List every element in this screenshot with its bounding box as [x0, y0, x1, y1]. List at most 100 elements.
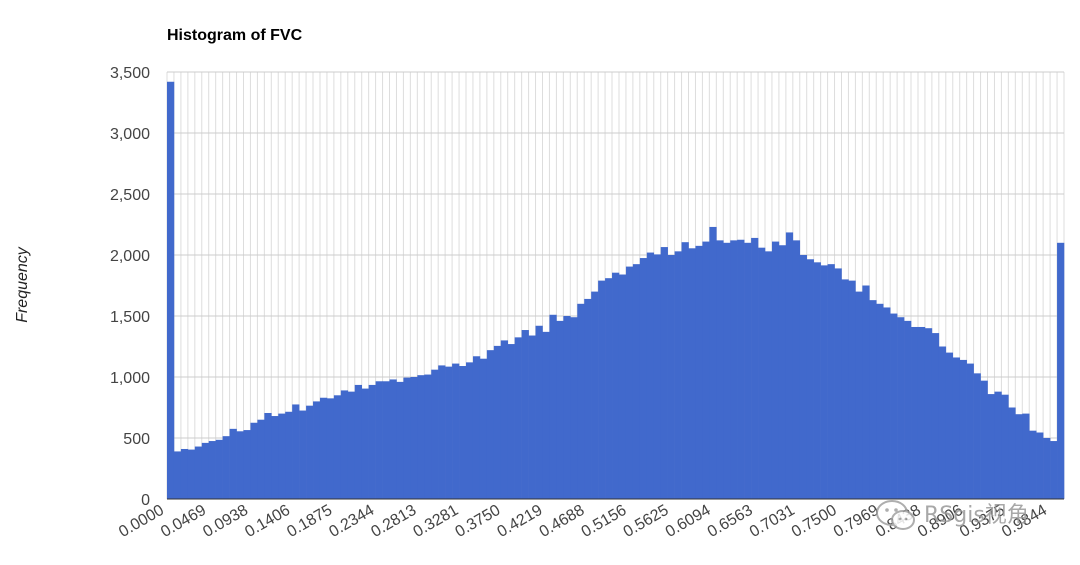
histogram-bars [167, 81, 1065, 500]
histogram-bar [758, 247, 766, 499]
y-tick-label: 1,000 [110, 370, 150, 387]
y-tick-label: 1,500 [110, 309, 150, 326]
histogram-bar [765, 251, 773, 499]
histogram-bar [695, 245, 703, 499]
histogram-bar [911, 326, 919, 499]
histogram-bar [1050, 441, 1058, 499]
histogram-bar [257, 419, 265, 499]
x-tick-label: 0.7500 [789, 502, 840, 541]
histogram-bar [959, 359, 967, 499]
histogram-bar [215, 439, 223, 499]
y-axis-label: Frequency [14, 246, 31, 323]
histogram-bar [709, 226, 717, 499]
histogram-bar [924, 328, 933, 499]
x-tick-label: 0.4219 [495, 502, 546, 541]
histogram-bar [201, 442, 210, 499]
y-tick-label: 2,500 [110, 187, 150, 204]
x-tick-label: 0.0938 [200, 502, 251, 541]
histogram-bar [890, 313, 898, 499]
histogram-bar [1001, 394, 1009, 499]
histogram-bar [987, 394, 995, 499]
histogram-bar [326, 398, 335, 499]
y-tick-label: 500 [123, 431, 150, 448]
histogram-bar [598, 280, 606, 499]
histogram-bar [570, 317, 578, 499]
histogram-bar [521, 330, 529, 499]
histogram-bar [417, 375, 425, 499]
x-tick-label: 0.0469 [158, 502, 209, 541]
histogram-bar [535, 325, 543, 499]
histogram-bar [278, 413, 286, 499]
histogram-bar [820, 265, 828, 499]
histogram-bar [271, 416, 279, 499]
x-tick-label: 0.3750 [452, 502, 503, 541]
histogram-bar [841, 279, 849, 499]
histogram-bar [938, 346, 947, 499]
y-tick-label: 0 [141, 492, 150, 509]
histogram-bar [361, 388, 369, 499]
histogram-bar [591, 291, 599, 499]
histogram-bar [368, 384, 376, 499]
histogram-bar [667, 255, 675, 499]
histogram-bar [751, 237, 759, 500]
x-tick-label: 0.2813 [368, 502, 419, 541]
histogram-bar [639, 258, 648, 499]
x-tick-label: 0.4688 [537, 502, 588, 541]
histogram-bar [410, 377, 418, 499]
histogram-bar [716, 240, 724, 500]
histogram-bar [403, 377, 411, 499]
x-tick-label: 0.1875 [284, 502, 335, 541]
histogram-bar [862, 285, 870, 499]
histogram-bar [653, 254, 661, 499]
histogram-bar [313, 401, 321, 499]
histogram-bar [1015, 414, 1023, 499]
histogram-bar [681, 242, 689, 499]
histogram-bar [299, 410, 307, 499]
histogram-bar [660, 247, 668, 499]
histogram-bar [194, 446, 203, 499]
histogram-bar [876, 303, 884, 499]
histogram-bar [500, 340, 509, 499]
histogram-bar [799, 255, 808, 499]
x-tick-label: 0.1406 [242, 502, 293, 541]
y-tick-label: 2,000 [110, 248, 150, 265]
histogram-bar [1036, 432, 1044, 499]
histogram-bar [855, 291, 863, 499]
histogram-bar [167, 81, 175, 499]
histogram-bar [723, 242, 731, 500]
histogram-bar [375, 381, 383, 499]
histogram-bar [292, 404, 300, 499]
histogram-bar [347, 391, 356, 499]
x-tick-label: 0.3281 [410, 502, 461, 541]
histogram-bar [632, 264, 641, 499]
histogram-bar [1043, 438, 1051, 499]
histogram-bar [250, 422, 258, 499]
histogram-bar [333, 395, 342, 499]
histogram-bar [931, 333, 940, 499]
histogram-bar [1008, 407, 1016, 499]
histogram-bar [549, 314, 557, 499]
histogram-bar [180, 448, 189, 499]
histogram-bar [1029, 430, 1037, 499]
histogram-bar [264, 412, 272, 499]
histogram-bar [945, 352, 954, 499]
histogram-bar [424, 374, 432, 499]
histogram-bar [187, 449, 196, 499]
histogram-bar [438, 365, 446, 499]
histogram-bar [702, 241, 710, 499]
x-tick-label: 0.5156 [579, 502, 630, 541]
histogram-bar [737, 239, 745, 499]
histogram-bar [222, 436, 230, 499]
y-axis-ticks: 0 500 1,000 1,500 2,000 2,500 3,000 3,500 [110, 65, 150, 509]
watermark-text: RSgis视角 [924, 503, 1029, 528]
histogram-bar [834, 268, 842, 499]
histogram-bar [973, 373, 981, 499]
histogram-bar [612, 272, 620, 499]
histogram-bar [848, 280, 856, 499]
histogram-bar [952, 357, 960, 499]
histogram-bar [306, 405, 314, 499]
histogram-bar [792, 240, 801, 500]
x-tick-label: 0.6563 [705, 502, 756, 541]
y-tick-label: 3,000 [110, 126, 150, 143]
